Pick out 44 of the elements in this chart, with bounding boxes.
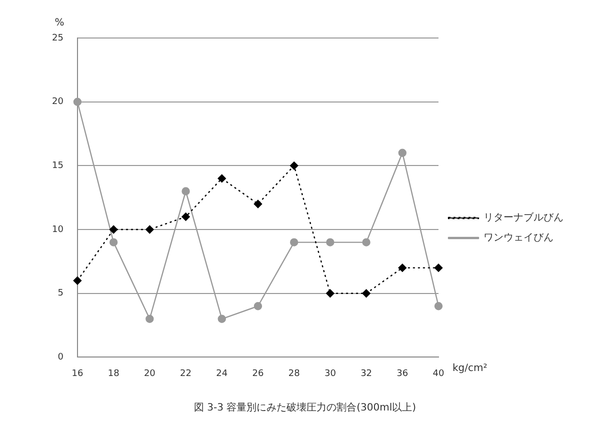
x-tick-label: 16 — [72, 368, 84, 379]
point — [398, 264, 406, 272]
point — [290, 162, 298, 170]
y-tick-label: 25 — [52, 33, 64, 44]
x-tick-label: 40 — [432, 368, 444, 379]
y-tick-label: 20 — [52, 97, 64, 108]
legend-label: リターナブルびん — [484, 212, 564, 224]
point — [290, 238, 298, 246]
point — [362, 238, 370, 246]
point — [218, 174, 226, 183]
point — [146, 225, 154, 234]
point — [362, 289, 370, 298]
x-tick-label: 30 — [324, 368, 336, 379]
point — [182, 187, 190, 196]
x-tick-label: 28 — [288, 368, 300, 379]
point — [254, 200, 262, 208]
y-tick-label: 0 — [58, 352, 64, 363]
point — [254, 302, 262, 310]
point — [326, 238, 334, 246]
y-tick-label: 10 — [52, 224, 64, 235]
point — [146, 314, 154, 323]
point — [109, 225, 118, 234]
point — [434, 264, 443, 272]
x-axis-title: kg/cm² — [452, 362, 488, 374]
x-tick-label: 24 — [216, 368, 228, 379]
x-tick-label: 36 — [396, 368, 408, 379]
x-tick-label: 22 — [180, 368, 192, 379]
point — [218, 314, 226, 323]
legend-label: ワンウェイびん — [484, 232, 554, 244]
point — [73, 98, 82, 106]
point — [434, 302, 443, 310]
y-tick-label: 15 — [52, 161, 64, 172]
x-tick-label: 26 — [252, 368, 264, 379]
x-tick-label: 20 — [144, 368, 156, 379]
text: 図 3-3 容量別にみた破壊圧力の割合(300ml以上) — [194, 402, 416, 414]
point — [182, 212, 190, 221]
point — [398, 148, 406, 158]
x-tick-label: 18 — [108, 368, 120, 379]
point — [109, 238, 118, 246]
y-tick-label: 5 — [58, 288, 64, 299]
point — [326, 289, 334, 298]
x-tick-label: 32 — [360, 368, 372, 379]
y-axis-title: % — [54, 18, 64, 29]
point — [73, 276, 82, 285]
